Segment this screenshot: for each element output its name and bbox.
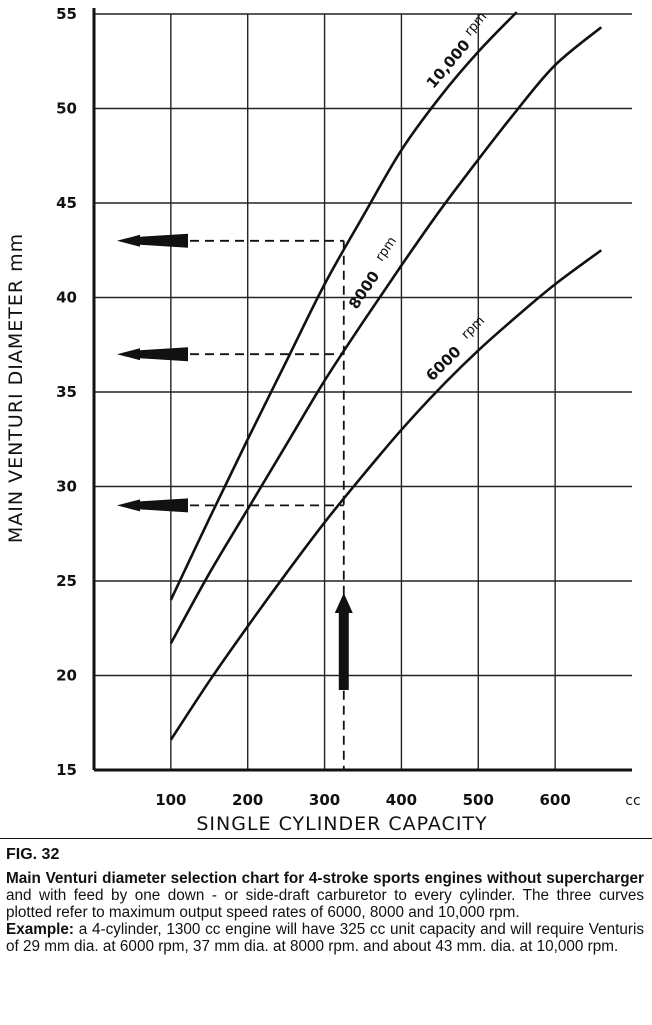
y-tick-label: 50 [56, 100, 77, 118]
x-tick-label: 500 [463, 791, 494, 809]
x-tick-label: 600 [539, 791, 570, 809]
curve-10000-rpm [169, 11, 518, 601]
x-tick-label: 100 [155, 791, 186, 809]
diameter-arrow [117, 233, 188, 248]
example-text: a 4-cylinder, 1300 cc engine will have 3… [6, 921, 644, 955]
example-guides [117, 233, 353, 770]
y-tick-label: 20 [56, 667, 77, 685]
x-tick-label: 200 [232, 791, 263, 809]
curve-label-rpm: rpm [459, 313, 488, 342]
capacity-arrow [334, 593, 353, 690]
curves [169, 11, 603, 741]
x-tick-label: 300 [309, 791, 340, 809]
caption-title: Main Venturi diameter selection chart fo… [6, 870, 644, 887]
caption-divider [0, 838, 652, 839]
y-tick-label: 40 [56, 289, 77, 307]
grid [94, 13, 632, 771]
figure-caption: FIG. 32 Main Venturi diameter selection … [6, 846, 644, 955]
y-tick-label: 55 [56, 5, 77, 23]
tick-labels: 15 20 25 30 35 40 45 50 55 100 200 300 400 500 600 cc [56, 5, 641, 809]
x-axis-title: SINGLE CYLINDER CAPACITY [196, 813, 487, 835]
plot-frame [92, 8, 632, 772]
y-tick-label: 30 [56, 478, 77, 496]
caption-title-rest: and with feed by one down - or side-draf… [6, 887, 644, 921]
diameter-arrow [117, 347, 188, 362]
curve-label-value: 8000 [345, 268, 383, 313]
figure-label: FIG. 32 [6, 846, 60, 863]
example-label: Example: [6, 921, 75, 938]
curve-8000-rpm [169, 26, 603, 644]
curve-label-rpm: rpm [373, 234, 400, 264]
y-tick-label: 15 [56, 761, 77, 779]
curve-6000-rpm [169, 249, 603, 741]
y-tick-label: 45 [56, 194, 77, 212]
caption-description: Main Venturi diameter selection chart fo… [6, 870, 644, 921]
diameter-arrow [117, 498, 188, 513]
x-unit-label: cc [625, 793, 640, 809]
y-tick-label: 25 [56, 572, 77, 590]
y-axis-title: MAIN VENTURI DIAMETER mm [5, 233, 27, 543]
y-tick-label: 35 [56, 383, 77, 401]
curve-label-value: 6000 [422, 343, 464, 385]
caption-example: Example: a 4-cylinder, 1300 cc engine wi… [6, 921, 644, 955]
x-tick-label: 400 [386, 791, 417, 809]
